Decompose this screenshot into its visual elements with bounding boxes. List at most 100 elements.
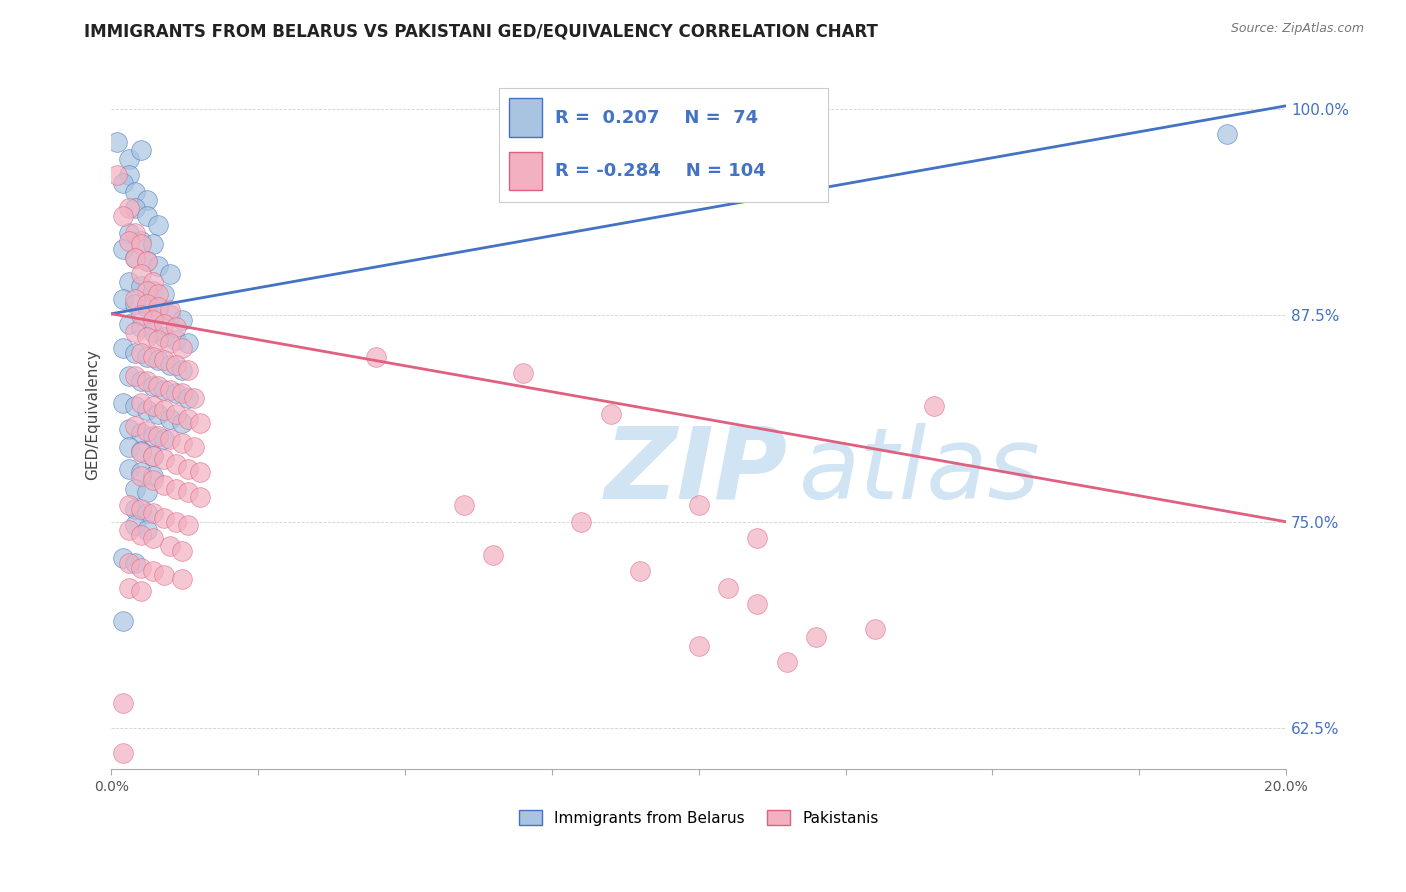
Point <box>141 429 163 443</box>
Point <box>177 462 200 476</box>
Point <box>135 402 157 417</box>
Point <box>135 210 157 224</box>
Point <box>129 443 152 458</box>
Point <box>148 408 170 422</box>
Point <box>129 144 152 158</box>
Point <box>863 622 886 636</box>
Point <box>129 267 152 281</box>
Point <box>1128 861 1150 875</box>
Point <box>569 515 592 529</box>
Point <box>482 548 505 562</box>
Point <box>141 313 163 327</box>
Point <box>129 375 152 389</box>
Point <box>153 402 176 417</box>
Point <box>165 482 187 496</box>
Point <box>688 639 710 653</box>
Point <box>112 396 135 410</box>
Point <box>118 234 141 248</box>
Point <box>129 396 152 410</box>
Point <box>776 655 799 669</box>
Point <box>112 696 135 710</box>
Point <box>112 243 135 257</box>
Point <box>135 523 157 537</box>
Point <box>364 350 387 364</box>
Point <box>148 303 170 318</box>
Point <box>148 218 170 232</box>
Point <box>177 412 200 426</box>
Point <box>124 201 146 215</box>
Legend: Immigrants from Belarus, Pakistanis: Immigrants from Belarus, Pakistanis <box>519 810 879 825</box>
Point <box>135 254 157 268</box>
Point <box>188 490 211 504</box>
Point <box>135 284 157 298</box>
Point <box>124 419 146 434</box>
Point <box>118 369 141 384</box>
Point <box>512 366 534 380</box>
Text: Source: ZipAtlas.com: Source: ZipAtlas.com <box>1230 22 1364 36</box>
Point <box>747 531 769 545</box>
Point <box>112 342 135 356</box>
Point <box>159 336 181 351</box>
Point <box>148 353 170 368</box>
Point <box>118 317 141 331</box>
Point <box>183 441 205 455</box>
Point <box>188 465 211 479</box>
Point <box>129 501 152 516</box>
Point <box>118 462 141 476</box>
Point <box>159 309 181 323</box>
Point <box>170 435 193 450</box>
Point <box>124 325 146 339</box>
Point <box>124 518 146 533</box>
Point <box>135 424 157 438</box>
Point <box>124 482 146 496</box>
Point <box>141 399 163 413</box>
Point <box>129 468 152 483</box>
Point <box>177 363 200 377</box>
Point <box>170 416 193 430</box>
Point <box>129 528 152 542</box>
Point <box>118 441 141 455</box>
Point <box>153 452 176 467</box>
Point <box>124 556 146 570</box>
Point <box>159 540 181 554</box>
Point <box>141 284 163 298</box>
Point <box>165 457 187 471</box>
Point <box>165 386 187 401</box>
Point <box>118 581 141 595</box>
Point <box>747 597 769 611</box>
Point <box>453 498 475 512</box>
Point <box>124 346 146 360</box>
Point <box>135 193 157 207</box>
Point <box>135 507 157 521</box>
Text: IMMIGRANTS FROM BELARUS VS PAKISTANI GED/EQUIVALENCY CORRELATION CHART: IMMIGRANTS FROM BELARUS VS PAKISTANI GED… <box>84 22 879 40</box>
Point <box>170 573 193 587</box>
Y-axis label: GED/Equivalency: GED/Equivalency <box>86 349 100 480</box>
Point <box>129 320 152 334</box>
Point <box>922 399 945 413</box>
Point <box>135 300 157 314</box>
Point <box>148 429 170 443</box>
Point <box>118 276 141 290</box>
Point <box>141 507 163 521</box>
Point <box>112 746 135 760</box>
Point <box>148 287 170 301</box>
Point <box>148 300 170 314</box>
Point <box>124 399 146 413</box>
Point <box>153 317 176 331</box>
Point <box>165 333 187 347</box>
Point <box>124 251 146 265</box>
Point <box>717 581 740 595</box>
Point <box>170 363 193 377</box>
Point <box>165 515 187 529</box>
Point <box>118 498 141 512</box>
Point <box>159 383 181 397</box>
Point <box>1216 127 1239 141</box>
Point <box>112 210 135 224</box>
Point <box>135 297 157 311</box>
Point <box>105 168 128 182</box>
Point <box>170 342 193 356</box>
Point <box>165 320 187 334</box>
Point <box>112 614 135 628</box>
Point <box>129 278 152 293</box>
Point <box>153 330 176 344</box>
